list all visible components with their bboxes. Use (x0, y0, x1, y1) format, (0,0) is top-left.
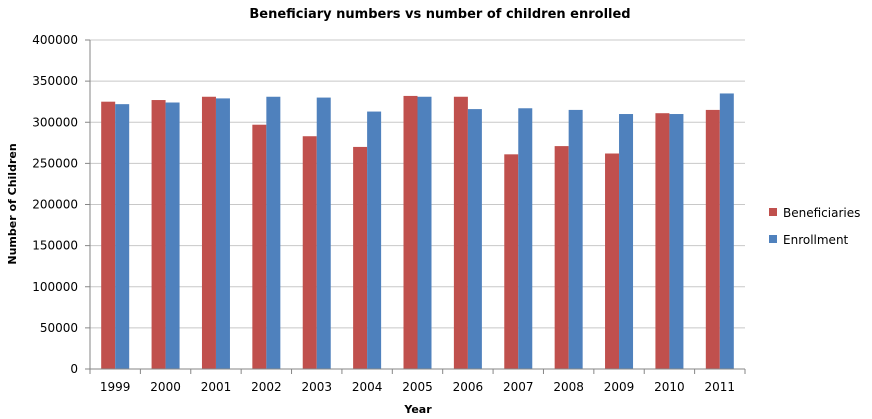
bar-enrollment-1999 (115, 104, 130, 369)
bar-enrollment-2006 (467, 109, 482, 369)
x-tick-label: 2003 (301, 380, 332, 394)
y-tick-label: 200000 (32, 198, 78, 212)
bar-enrollment-2005 (417, 96, 432, 369)
bar-beneficiaries-1999 (101, 101, 116, 369)
legend-label-enrollment: Enrollment (783, 233, 849, 247)
bar-enrollment-2000 (165, 102, 180, 369)
x-tick-label: 2006 (453, 380, 484, 394)
bars (89, 93, 746, 374)
bar-beneficiaries-2004 (353, 146, 368, 369)
bar-beneficiaries-2007 (504, 154, 519, 369)
bar-enrollment-2008 (568, 109, 583, 369)
bar-enrollment-2010 (669, 114, 684, 370)
y-tick-label: 300000 (32, 115, 78, 129)
bar-beneficiaries-2008 (554, 146, 569, 369)
x-tick-label: 2004 (352, 380, 383, 394)
bar-beneficiaries-2001 (201, 96, 216, 369)
x-tick-label: 2001 (201, 380, 232, 394)
legend: Beneficiaries Enrollment (769, 206, 860, 247)
legend-label-beneficiaries: Beneficiaries (783, 206, 860, 220)
y-tick-label: 250000 (32, 156, 78, 170)
legend-swatch-beneficiaries (769, 208, 777, 216)
bar-beneficiaries-2011 (705, 109, 720, 369)
bar-enrollment-2011 (719, 93, 734, 370)
bar-beneficiaries-2002 (252, 124, 267, 369)
bar-beneficiaries-2003 (302, 136, 317, 369)
bar-enrollment-2003 (316, 97, 331, 369)
bar-enrollment-2007 (518, 108, 533, 369)
bar-beneficiaries-2009 (605, 153, 620, 369)
bar-enrollment-2009 (619, 114, 634, 370)
x-tick-label: 2007 (503, 380, 534, 394)
bar-beneficiaries-2006 (453, 96, 468, 369)
x-tick-label: 2002 (251, 380, 282, 394)
x-tick-label: 1999 (100, 380, 131, 394)
bar-enrollment-2001 (215, 98, 230, 370)
x-tick-label: 2008 (553, 380, 584, 394)
y-tick-label: 350000 (32, 74, 78, 88)
y-tick-label: 0 (70, 362, 78, 376)
bar-beneficiaries-2005 (403, 95, 418, 370)
x-tick-label: 2011 (705, 380, 736, 394)
chart-title: Beneficiary numbers vs number of childre… (249, 7, 630, 22)
x-tick-label: 2010 (654, 380, 685, 394)
bar-enrollment-2002 (266, 96, 281, 369)
y-tick-labels: 0 50000 100000 150000 200000 250000 300000 3500… (32, 33, 78, 376)
bar-enrollment-2004 (367, 111, 382, 370)
bar-beneficiaries-2000 (151, 100, 166, 369)
x-tick-labels: 1999 2000 2001 2002 2003 2004 2005 2006 2007 2008… (100, 380, 735, 394)
bar-beneficiaries-2010 (655, 113, 670, 369)
y-tick-label: 400000 (32, 33, 78, 47)
legend-swatch-enrollment (769, 235, 777, 243)
x-tick-label: 2000 (150, 380, 181, 394)
y-tick-label: 50000 (40, 321, 78, 335)
y-tick-label: 150000 (32, 239, 78, 253)
y-axis-title: Number of Children (6, 143, 19, 264)
x-tick-label: 2005 (402, 380, 433, 394)
x-axis-title: Year (403, 403, 432, 416)
y-tick-label: 100000 (32, 280, 78, 294)
x-tick-label: 2009 (604, 380, 635, 394)
